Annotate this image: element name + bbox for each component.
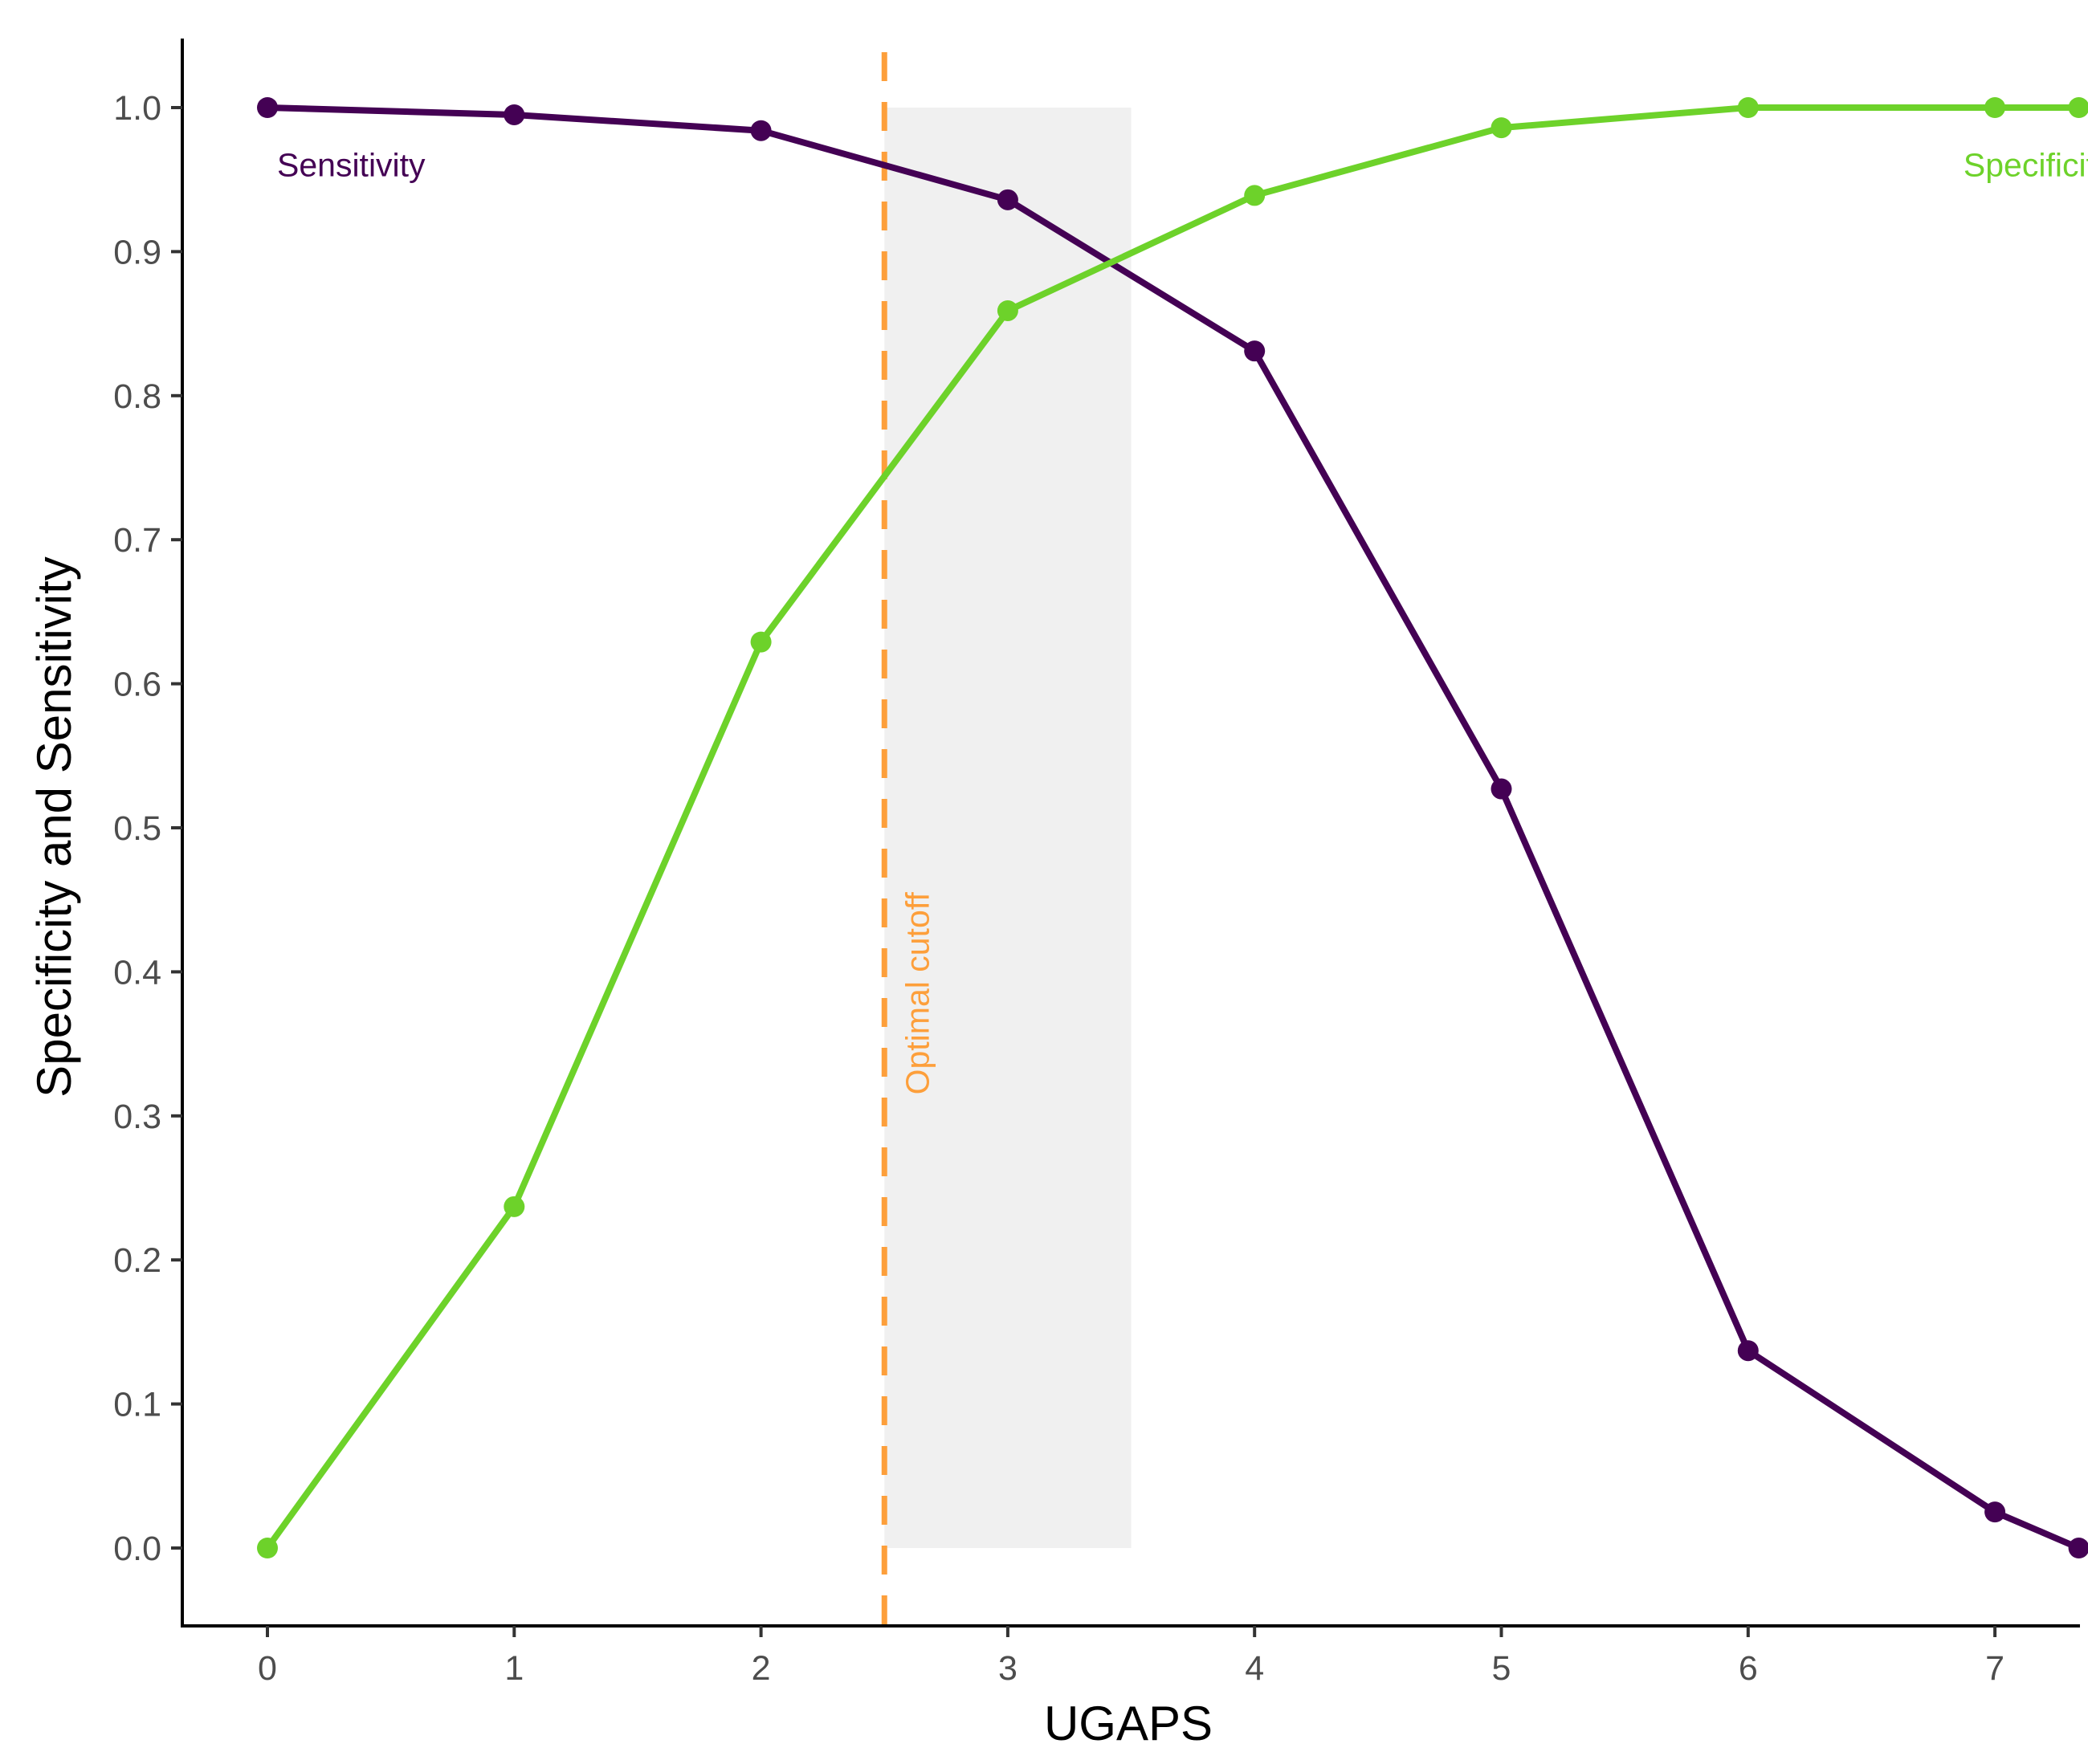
sensitivity-label: Sensitivity (277, 147, 426, 184)
specificity-point (257, 1538, 278, 1558)
y-axis-title: Specificity and Sensitivity (27, 556, 81, 1098)
sensitivity-point (1984, 1501, 2006, 1523)
specificity-point (1984, 97, 2006, 118)
x-tick-label: 0 (258, 1649, 277, 1688)
specificity-label: Specificity (1964, 147, 2088, 184)
x-tick-label: 4 (1245, 1649, 1264, 1688)
y-tick-label: 0.7 (113, 521, 161, 560)
y-tick-label: 0.9 (113, 233, 161, 271)
x-tick-label: 3 (998, 1649, 1017, 1688)
specificity-point (1737, 97, 1759, 118)
sensitivity-point (1491, 778, 1512, 800)
y-tick-label: 0.3 (113, 1098, 161, 1136)
sensitivity-point (2068, 1538, 2088, 1558)
x-tick-label: 7 (1985, 1649, 2004, 1688)
specificity-point (997, 299, 1018, 321)
y-tick-label: 0.2 (113, 1241, 161, 1280)
x-tick-label: 5 (1492, 1649, 1511, 1688)
sensitivity-point (504, 104, 525, 125)
y-tick-label: 1.0 (113, 89, 161, 128)
sensitivity-point (997, 189, 1018, 210)
y-tick-label: 0.1 (113, 1386, 161, 1424)
specificity-point (750, 631, 772, 653)
specificity-point (1491, 117, 1512, 139)
specificity-point (1244, 185, 1266, 206)
y-tick-label: 0.5 (113, 809, 161, 848)
specificity-point (504, 1196, 525, 1217)
x-tick-label: 1 (504, 1649, 524, 1688)
cutoff-label: Optimal cutoff (899, 892, 936, 1095)
sensitivity-point (1737, 1340, 1759, 1362)
x-axis-title: UGAPS (1044, 1697, 1213, 1750)
shaded-region-layer (884, 108, 1132, 1548)
series-layer (257, 97, 2088, 1558)
y-tick-label: 0.8 (113, 377, 161, 416)
sensitivity-point (257, 97, 278, 118)
y-tick-label: 0.6 (113, 666, 161, 704)
y-tick-label: 0.0 (113, 1530, 161, 1568)
y-tick-label: 0.4 (113, 953, 161, 992)
sensitivity-point (750, 120, 772, 141)
x-tick-label: 2 (752, 1649, 771, 1688)
specificity-point (2068, 97, 2088, 118)
shaded-region (884, 108, 1132, 1548)
axes-layer: 0.0 0.1 0.2 0.3 0.4 0.5 0.6 0.7 0.8 0.9 1.0 0 1 2 3 4 5 6… (113, 39, 2080, 1688)
sensitivity-point (1244, 340, 1266, 362)
x-tick-label: 6 (1739, 1649, 1758, 1688)
